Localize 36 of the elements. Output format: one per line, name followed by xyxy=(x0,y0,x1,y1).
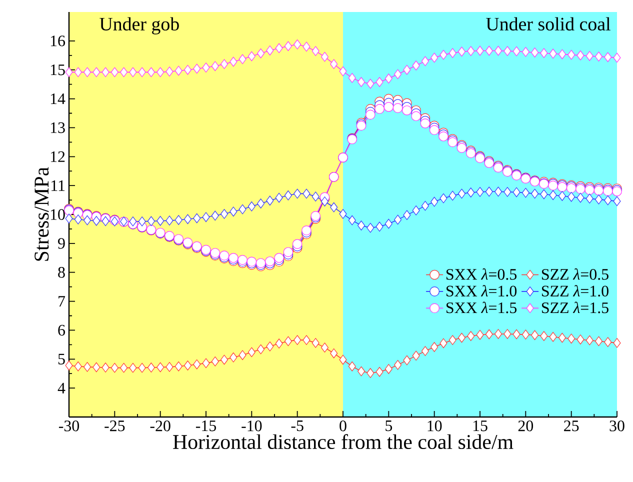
x-tick-label: -25 xyxy=(104,420,125,432)
x-tick-label: -10 xyxy=(242,420,262,432)
y-tick-label: 9 xyxy=(58,238,65,249)
x-axis-title: Horizontal distance from the coal side/m xyxy=(173,434,514,450)
y-tick-label: 16 xyxy=(50,36,66,46)
x-tick-label: 15 xyxy=(473,420,488,432)
y-tick-label: 11 xyxy=(52,180,65,191)
band-label: Under solid coal xyxy=(486,17,610,31)
x-tick-label: -20 xyxy=(150,420,170,432)
y-tick-label: 13 xyxy=(50,122,65,134)
y-axis-title: Stress/MPa xyxy=(34,167,49,261)
x-tick-label: -5 xyxy=(291,420,304,432)
x-tick-label: -15 xyxy=(196,420,216,432)
band-label: Under gob xyxy=(100,17,179,34)
y-tick-label: 15 xyxy=(50,64,65,76)
y-tick-label: 8 xyxy=(58,266,65,278)
legend-label: SXX λ=1.5 xyxy=(446,302,517,314)
y-tick-label: 4 xyxy=(58,382,66,394)
y-tick-label: 14 xyxy=(50,94,66,104)
y-tick-label: 6 xyxy=(58,324,66,336)
legend-label: SZZ λ=1.5 xyxy=(542,302,608,314)
x-tick-label: -30 xyxy=(58,420,80,432)
x-tick-label: 25 xyxy=(564,420,579,432)
legend-label: SXX λ=1.0 xyxy=(446,285,517,297)
x-tick-label: 20 xyxy=(518,420,534,432)
y-tick-label: 7 xyxy=(58,296,66,307)
y-tick-label: 10 xyxy=(50,209,65,220)
x-tick-label: 0 xyxy=(340,420,346,432)
legend-label: SZZ λ=1.0 xyxy=(542,285,608,297)
y-tick-label: 5 xyxy=(58,354,65,364)
legend-label: SZZ λ=0.5 xyxy=(542,268,608,280)
y-tick-label: 12 xyxy=(50,151,65,162)
legend-label: SXX λ=0.5 xyxy=(446,268,517,280)
x-tick-label: 30 xyxy=(610,420,624,432)
x-tick-label: 5 xyxy=(386,420,392,432)
x-tick-label: 10 xyxy=(428,420,442,432)
